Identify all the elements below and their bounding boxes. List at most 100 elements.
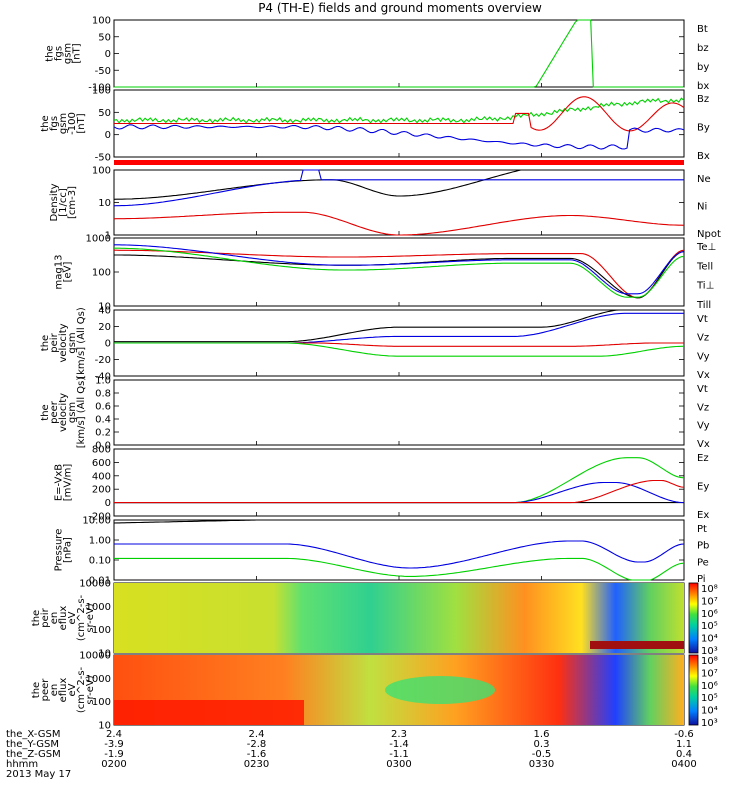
colorbar-label: 10⁶: [701, 609, 718, 620]
panel-6: 1.0 0.8 0.6 0.4 0.2 0.0 thepeervelocitygsm[km/…: [40, 376, 710, 452]
y-axis-label: peer: [40, 678, 51, 702]
y-axis-label: mag13: [54, 255, 65, 290]
series-green: [113, 97, 685, 124]
electron-spectrogram-blob: [385, 676, 495, 704]
colorbar-label: 10⁸: [701, 656, 718, 667]
y-tick-label: 0.8: [95, 389, 111, 400]
colorbar-label: 10⁵: [701, 621, 718, 632]
y-axis-label: [mV/m]: [63, 464, 74, 502]
y-axis-label: fgs: [49, 116, 60, 131]
y-axis-label: [eV]: [63, 262, 74, 283]
x-axis-table: the_X-GSMthe_Y-GSMthe_Z-GSMhhmm2.4-3.9-1…: [6, 729, 697, 770]
y-tick-label: -20: [95, 355, 111, 366]
y-tick-label: 1: [105, 231, 111, 242]
panel-10: 10000 1000 100 10 thepeerenefluxeV(cm^2-s-sr…: [31, 651, 685, 732]
y-tick-label: 0: [105, 498, 111, 509]
series-green: [114, 247, 685, 298]
legend-Vt: Vt: [697, 384, 708, 395]
series-green: [114, 19, 684, 88]
x-axis-row-label: the_X-GSM: [6, 729, 60, 740]
x-axis-value: 1.1: [676, 739, 692, 750]
y-tick-label: 0: [105, 130, 111, 141]
series-red: [114, 249, 685, 299]
legend-Vt: Vt: [697, 314, 708, 325]
y-axis-label: the: [40, 404, 51, 420]
y-tick-label: 10000: [79, 579, 111, 590]
y-tick-label: 0: [105, 49, 111, 60]
series-blue: [113, 169, 684, 207]
y-tick-label: -50: [95, 153, 111, 164]
panel-7: 800 600 400 200 0 -200 E=-VxB[mV/m] Ez Ey Ex: [54, 445, 710, 523]
y-axis-label: [nT]: [72, 43, 83, 63]
y-tick-label: 100: [92, 268, 111, 279]
y-axis-label: peer: [49, 400, 60, 424]
colorbar-label: 10⁸: [701, 584, 718, 595]
y-tick-label: 600: [92, 458, 111, 469]
separator-bar: [114, 160, 684, 165]
legend-Bt: Bt: [697, 24, 708, 35]
x-axis-value: 0300: [386, 759, 411, 770]
series-black: [113, 169, 684, 200]
legend-Pi: Pi: [697, 574, 706, 585]
y-axis-label: E=-VxB: [54, 464, 65, 501]
legend-By: By: [697, 123, 710, 134]
y-axis-label: gsm: [67, 402, 78, 423]
y-tick-label: 0.0: [95, 441, 111, 452]
series-blue: [114, 481, 685, 504]
y-axis-label: gsm: [58, 113, 69, 134]
legend-Vx: Vx: [697, 439, 710, 450]
ion-spectrogram-band: [590, 641, 684, 649]
y-axis-label: peir: [40, 607, 51, 627]
y-tick-label: 1000: [86, 602, 111, 613]
y-tick-label: 10: [98, 198, 111, 209]
y-axis-label: the: [45, 45, 56, 61]
series-red: [114, 96, 685, 132]
x-axis-value: -1.1: [389, 749, 409, 760]
date-label: 2013 May 17: [6, 769, 71, 780]
series-blue: [113, 124, 685, 150]
y-axis-label: sr-eV): [85, 675, 96, 704]
panel-8: 10.00 1.00 0.10 0.01 Pressure[nPa] Pt Pb Pe Pi: [54, 516, 710, 587]
series-black: [114, 251, 685, 299]
legend-Vx: Vx: [697, 370, 710, 381]
y-tick-label: 0.10: [89, 556, 111, 567]
y-tick-label: -40: [95, 372, 111, 383]
y-tick-label: 100: [92, 625, 111, 636]
y-tick-label: 200: [92, 485, 111, 496]
y-tick-label: 0: [105, 339, 111, 350]
legend-Tell: Tell: [696, 261, 713, 272]
y-tick-label: 50: [98, 32, 111, 43]
y-tick-label: 400: [92, 471, 111, 482]
legend-Ey: Ey: [697, 482, 709, 493]
legend-Vz: Vz: [697, 402, 709, 413]
x-axis-value: 0.4: [676, 749, 692, 760]
series-green: [114, 342, 684, 357]
y-tick-label: 0.4: [95, 415, 111, 426]
series-red: [114, 479, 685, 504]
y-tick-label: -50: [95, 66, 111, 77]
x-axis-value: -0.5: [532, 749, 552, 760]
y-axis-label: gsm: [67, 332, 78, 353]
series-blue: [114, 540, 685, 569]
x-axis-value: 0400: [671, 759, 696, 770]
y-tick-label: 0.01: [89, 576, 111, 587]
colorbar-label: 10⁵: [701, 693, 718, 704]
y-axis-label: (cm^2-s-: [76, 594, 87, 641]
y-tick-label: 10: [98, 649, 111, 660]
x-axis-value: 0200: [101, 759, 126, 770]
y-axis-label: velocity: [58, 393, 69, 432]
ion-spectrogram: [114, 583, 684, 653]
colorbar-label: 10⁴: [701, 634, 718, 645]
series-green: [114, 457, 685, 504]
y-tick-label: 10.00: [82, 516, 111, 527]
legend-Pe: Pe: [697, 557, 709, 568]
legend-by: by: [697, 62, 709, 73]
panel-frame: [113, 19, 685, 88]
y-axis-label: [cm-3]: [67, 186, 78, 219]
x-axis-value: 0230: [244, 759, 269, 770]
y-axis-label: Pressure: [54, 529, 65, 572]
y-axis-label: the: [40, 335, 51, 351]
